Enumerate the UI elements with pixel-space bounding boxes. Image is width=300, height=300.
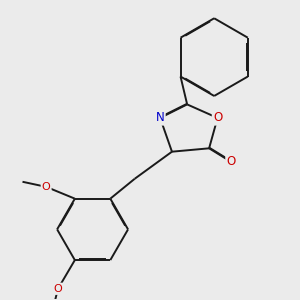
Text: N: N — [156, 111, 164, 124]
Text: O: O — [226, 155, 236, 168]
Text: O: O — [42, 182, 50, 192]
Text: O: O — [213, 111, 222, 124]
Text: O: O — [54, 284, 62, 294]
